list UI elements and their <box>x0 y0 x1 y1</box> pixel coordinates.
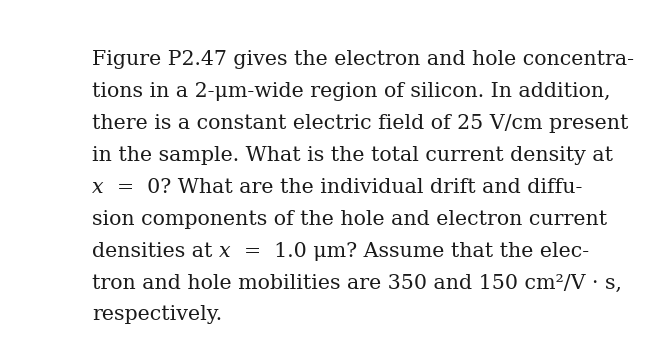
Text: in the sample. What is the total current density at: in the sample. What is the total current… <box>92 146 614 165</box>
Text: tron and hole mobilities are 350 and 150 cm²/V · s,: tron and hole mobilities are 350 and 150… <box>92 273 622 292</box>
Text: x: x <box>92 178 104 197</box>
Text: Figure P2.47 gives the electron and hole concentra-: Figure P2.47 gives the electron and hole… <box>92 50 634 69</box>
Text: sion components of the hole and electron current: sion components of the hole and electron… <box>92 210 608 229</box>
Text: tions in a 2-μm-wide region of silicon. In addition,: tions in a 2-μm-wide region of silicon. … <box>92 82 611 101</box>
Text: =  1.0 μm? Assume that the elec-: = 1.0 μm? Assume that the elec- <box>230 241 589 260</box>
Text: x: x <box>219 241 230 260</box>
Text: densities at: densities at <box>92 241 219 260</box>
Text: =  0? What are the individual drift and diffu-: = 0? What are the individual drift and d… <box>104 178 582 197</box>
Text: respectively.: respectively. <box>92 305 222 324</box>
Text: there is a constant electric field of 25 V/cm present: there is a constant electric field of 25… <box>92 114 629 133</box>
